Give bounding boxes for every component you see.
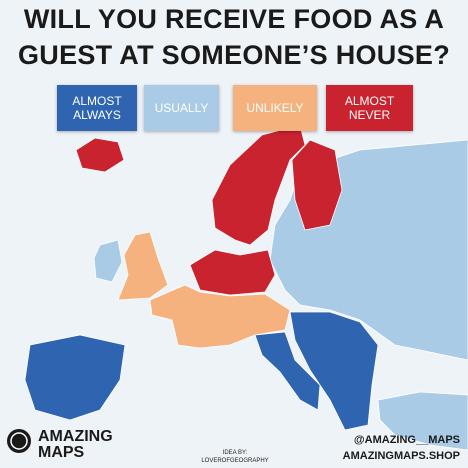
region-almost-never: [291, 139, 343, 231]
region-usually: [377, 391, 468, 451]
region-almost-never: [75, 137, 125, 173]
credit-line: IDEA BY:: [222, 450, 248, 456]
region-almost-never: [211, 124, 306, 246]
region-almost-never: [189, 249, 276, 296]
logo-ring: [10, 432, 28, 450]
region-almost-always: [289, 311, 379, 431]
region-almost-always: [24, 334, 126, 421]
title-line: GUEST AT SOMEONE’S HOUSE?: [17, 40, 451, 70]
region-unlikely: [149, 284, 291, 349]
brand-line: AMAZING: [38, 428, 113, 445]
region-unlikely: [117, 231, 169, 301]
handle: @AMAZING__MAPS: [353, 434, 460, 446]
legend-item: ALMOST ALWAYS: [57, 85, 137, 131]
region-usually: [93, 239, 123, 283]
legend-item: ALMOST NEVER: [326, 85, 413, 131]
title-line: WILL YOU RECEIVE FOOD AS A: [23, 4, 445, 34]
brand-line: MAPS: [38, 444, 85, 461]
legend-item: UNLIKELY: [233, 85, 317, 131]
shop: AMAZINGMAPS.SHOP: [342, 450, 460, 462]
region-almost-always: [254, 331, 321, 411]
credit-line: LOVEROFGEOGRAPHY: [201, 458, 269, 464]
legend-item: USUALLY: [144, 85, 219, 131]
